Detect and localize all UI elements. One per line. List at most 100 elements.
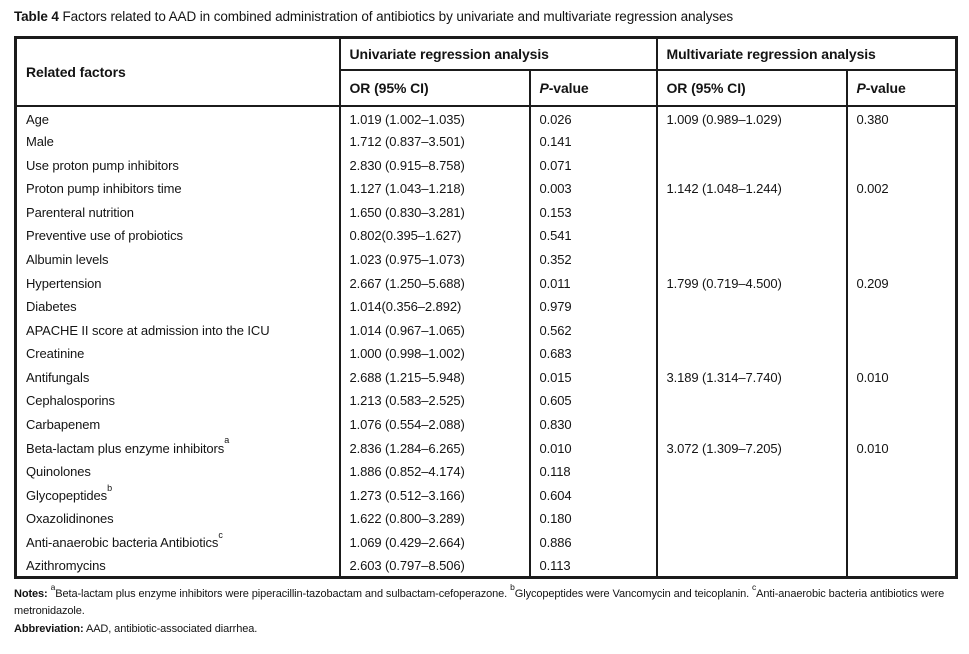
notes-label: Notes: [14, 588, 48, 601]
factor-label: Albumin levels [26, 251, 109, 267]
multivariate-or-cell: 1.009 (0.989–1.029) [655, 106, 848, 130]
factor-cell: Diabetes [14, 294, 341, 319]
multivariate-p-cell [845, 530, 958, 555]
table-row: Quinolones 1.886 (0.852–4.174) 0.118 [14, 459, 958, 484]
univariate-p-cell: 0.604 [528, 483, 658, 508]
univariate-or-cell: 1.000 (0.998–1.002) [338, 341, 531, 366]
multivariate-p-cell [845, 294, 958, 319]
multivariate-p-cell: 0.380 [845, 106, 958, 130]
factor-superscript: a [224, 436, 230, 446]
univariate-or-cell: 1.622 (0.800–3.289) [338, 507, 531, 531]
factor-cell: Quinolones [14, 459, 341, 484]
header-multivariate-p-value: P-value [845, 69, 958, 108]
factor-cell: Preventive use of probiotics [14, 224, 341, 248]
multivariate-p-cell [845, 318, 958, 342]
factor-label: APACHE II score at admission into the IC… [26, 322, 270, 338]
multivariate-or-cell [655, 224, 848, 248]
factor-label: Creatinine [26, 346, 85, 362]
univariate-or-cell: 2.836 (1.284–6.265) [338, 436, 531, 460]
multivariate-p-cell: 0.010 [845, 365, 958, 390]
table-row: Carbapenem 1.076 (0.554–2.088) 0.830 [14, 412, 958, 437]
note-a-superscript: a [50, 581, 56, 592]
multivariate-or-cell: 1.142 (1.048–1.244) [655, 176, 848, 201]
header-univariate-or-ci: OR (95% CI) [338, 69, 531, 108]
factor-label: Antifungals [26, 369, 90, 385]
univariate-p-cell: 0.180 [528, 507, 658, 531]
table-body: Age 1.019 (1.002–1.035) 0.026 1.009 (0.9… [14, 106, 958, 578]
table-row: APACHE II score at admission into the IC… [14, 318, 958, 342]
table-row: Anti-anaerobic bacteria Antibioticsc 1.0… [14, 530, 958, 555]
table-row: Antifungals 2.688 (1.215–5.948) 0.015 3.… [14, 365, 958, 390]
univariate-or-cell: 1.886 (0.852–4.174) [338, 459, 531, 484]
table-row: Diabetes 1.014(0.356–2.892) 0.979 [14, 294, 958, 319]
univariate-or-cell: 1.014 (0.967–1.065) [338, 318, 531, 342]
note-c-superscript: c [752, 581, 757, 592]
factor-label: Azithromycins [26, 557, 106, 573]
factor-superscript: b [107, 483, 112, 493]
multivariate-p-cell [845, 200, 958, 225]
multivariate-or-cell: 1.799 (0.719–4.500) [655, 271, 848, 295]
page: Table 4 Factors related to AAD in combin… [14, 8, 959, 635]
multivariate-p-cell [845, 247, 958, 272]
univariate-p-cell: 0.015 [528, 365, 658, 390]
factor-cell: Beta-lactam plus enzyme inhibitorsa [14, 436, 341, 460]
table-notes: Notes: aBeta-lactam plus enzyme inhibito… [14, 583, 955, 620]
multivariate-or-cell [655, 459, 848, 484]
factor-label: Beta-lactam plus enzyme inhibitors [26, 440, 225, 456]
factor-label: Proton pump inhibitors time [26, 181, 182, 197]
factor-label: Cephalosporins [26, 393, 115, 409]
univariate-p-cell: 0.026 [528, 106, 658, 130]
factor-cell: Antifungals [14, 365, 341, 390]
factor-cell: Age [14, 106, 341, 130]
table-row: Creatinine 1.000 (0.998–1.002) 0.683 [14, 341, 958, 366]
factor-cell: Carbapenem [14, 412, 341, 437]
multivariate-or-cell [655, 341, 848, 366]
multivariate-p-cell [845, 129, 958, 154]
multivariate-p-cell [845, 224, 958, 248]
univariate-p-cell: 0.153 [528, 200, 658, 225]
table-title-text: Factors related to AAD in combined admin… [58, 9, 734, 24]
univariate-p-cell: 0.003 [528, 176, 658, 201]
factor-label: Hypertension [26, 275, 102, 291]
p-rest: -value [548, 80, 589, 97]
univariate-or-cell: 1.014(0.356–2.892) [338, 294, 531, 319]
univariate-p-cell: 0.141 [528, 129, 658, 154]
p-rest: -value [865, 80, 906, 97]
univariate-p-cell: 0.113 [528, 554, 658, 578]
table-row: Proton pump inhibitors time 1.127 (1.043… [14, 176, 958, 201]
multivariate-p-cell [845, 507, 958, 531]
univariate-or-cell: 2.603 (0.797–8.506) [338, 554, 531, 578]
factor-label: Quinolones [26, 464, 91, 480]
univariate-or-cell: 1.076 (0.554–2.088) [338, 412, 531, 437]
factor-cell: Proton pump inhibitors time [14, 176, 341, 201]
table-number-label: Table 4 [14, 9, 59, 24]
multivariate-or-cell [655, 153, 848, 177]
p-italic: P [539, 80, 549, 97]
table-title: Table 4 Factors related to AAD in combin… [14, 8, 955, 26]
multivariate-p-cell [845, 459, 958, 484]
factor-cell: Glycopeptidesb [14, 483, 341, 508]
header-related-factors: Related factors [14, 36, 341, 108]
univariate-or-cell: 2.667 (1.250–5.688) [338, 271, 531, 295]
table-row: Albumin levels 1.023 (0.975–1.073) 0.352 [14, 247, 958, 272]
note-b-superscript: b [510, 581, 515, 592]
univariate-p-cell: 0.605 [528, 389, 658, 413]
factor-cell: Male [14, 129, 341, 154]
table-row: Use proton pump inhibitors 2.830 (0.915–… [14, 153, 958, 177]
table-row: Glycopeptidesb 1.273 (0.512–3.166) 0.604 [14, 483, 958, 508]
univariate-p-cell: 0.886 [528, 530, 658, 555]
factor-label: Age [26, 112, 49, 128]
factor-superscript: c [218, 530, 223, 540]
univariate-or-cell: 1.127 (1.043–1.218) [338, 176, 531, 201]
univariate-p-cell: 0.071 [528, 153, 658, 177]
abbreviation-text: AAD, antibiotic-associated diarrhea. [85, 622, 258, 635]
factor-cell: Anti-anaerobic bacteria Antibioticsc [14, 530, 341, 555]
p-italic: P [856, 80, 866, 97]
factor-cell: APACHE II score at admission into the IC… [14, 318, 341, 342]
multivariate-or-cell: 3.072 (1.309–7.205) [655, 436, 848, 460]
header-sub-row: OR (95% CI) P-value OR (95% CI) P-value [16, 69, 958, 108]
univariate-p-cell: 0.683 [528, 341, 658, 366]
univariate-or-cell: 1.023 (0.975–1.073) [338, 247, 531, 272]
factor-label: Glycopeptides [26, 487, 108, 503]
factor-cell: Cephalosporins [14, 389, 341, 413]
